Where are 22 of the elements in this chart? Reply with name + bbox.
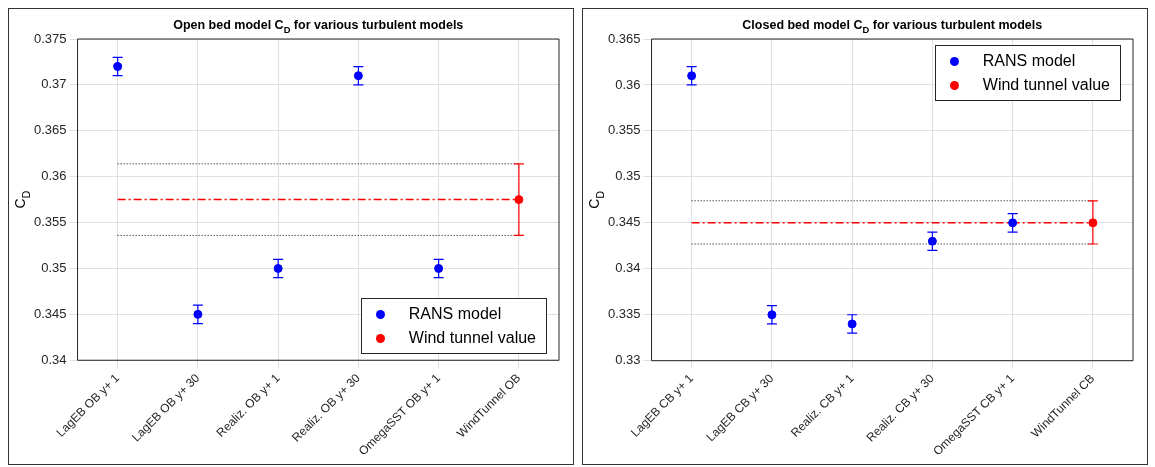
y-tick-label: 0.36: [615, 76, 641, 92]
y-tick-label: 0.365: [33, 122, 67, 138]
legend-label: RANS model: [982, 52, 1076, 70]
y-tick-label: 0.365: [607, 30, 641, 46]
y-tick-label: 0.355: [33, 214, 67, 230]
y-tick-label: 0.33: [615, 352, 641, 368]
y-axis-title: CD: [12, 190, 32, 209]
y-tick-label: 0.34: [615, 260, 641, 276]
y-tick-label: 0.345: [607, 214, 641, 230]
y-tick-label: 0.37: [41, 76, 67, 92]
y-tick-label: 0.35: [41, 260, 67, 276]
y-axis-title: CD: [586, 190, 606, 209]
y-tick-label: 0.36: [41, 168, 67, 184]
legend-label: Wind tunnel value: [982, 76, 1110, 94]
y-tick-label: 0.335: [607, 306, 641, 322]
y-tick-label: 0.35: [615, 168, 641, 184]
y-tick-label: 0.34: [41, 351, 67, 367]
legend-label: RANS model: [408, 305, 502, 324]
legend-label: Wind tunnel value: [408, 329, 536, 348]
y-tick-label: 0.345: [33, 305, 67, 321]
y-tick-label: 0.355: [607, 122, 641, 138]
y-tick-label: 0.375: [33, 30, 67, 46]
